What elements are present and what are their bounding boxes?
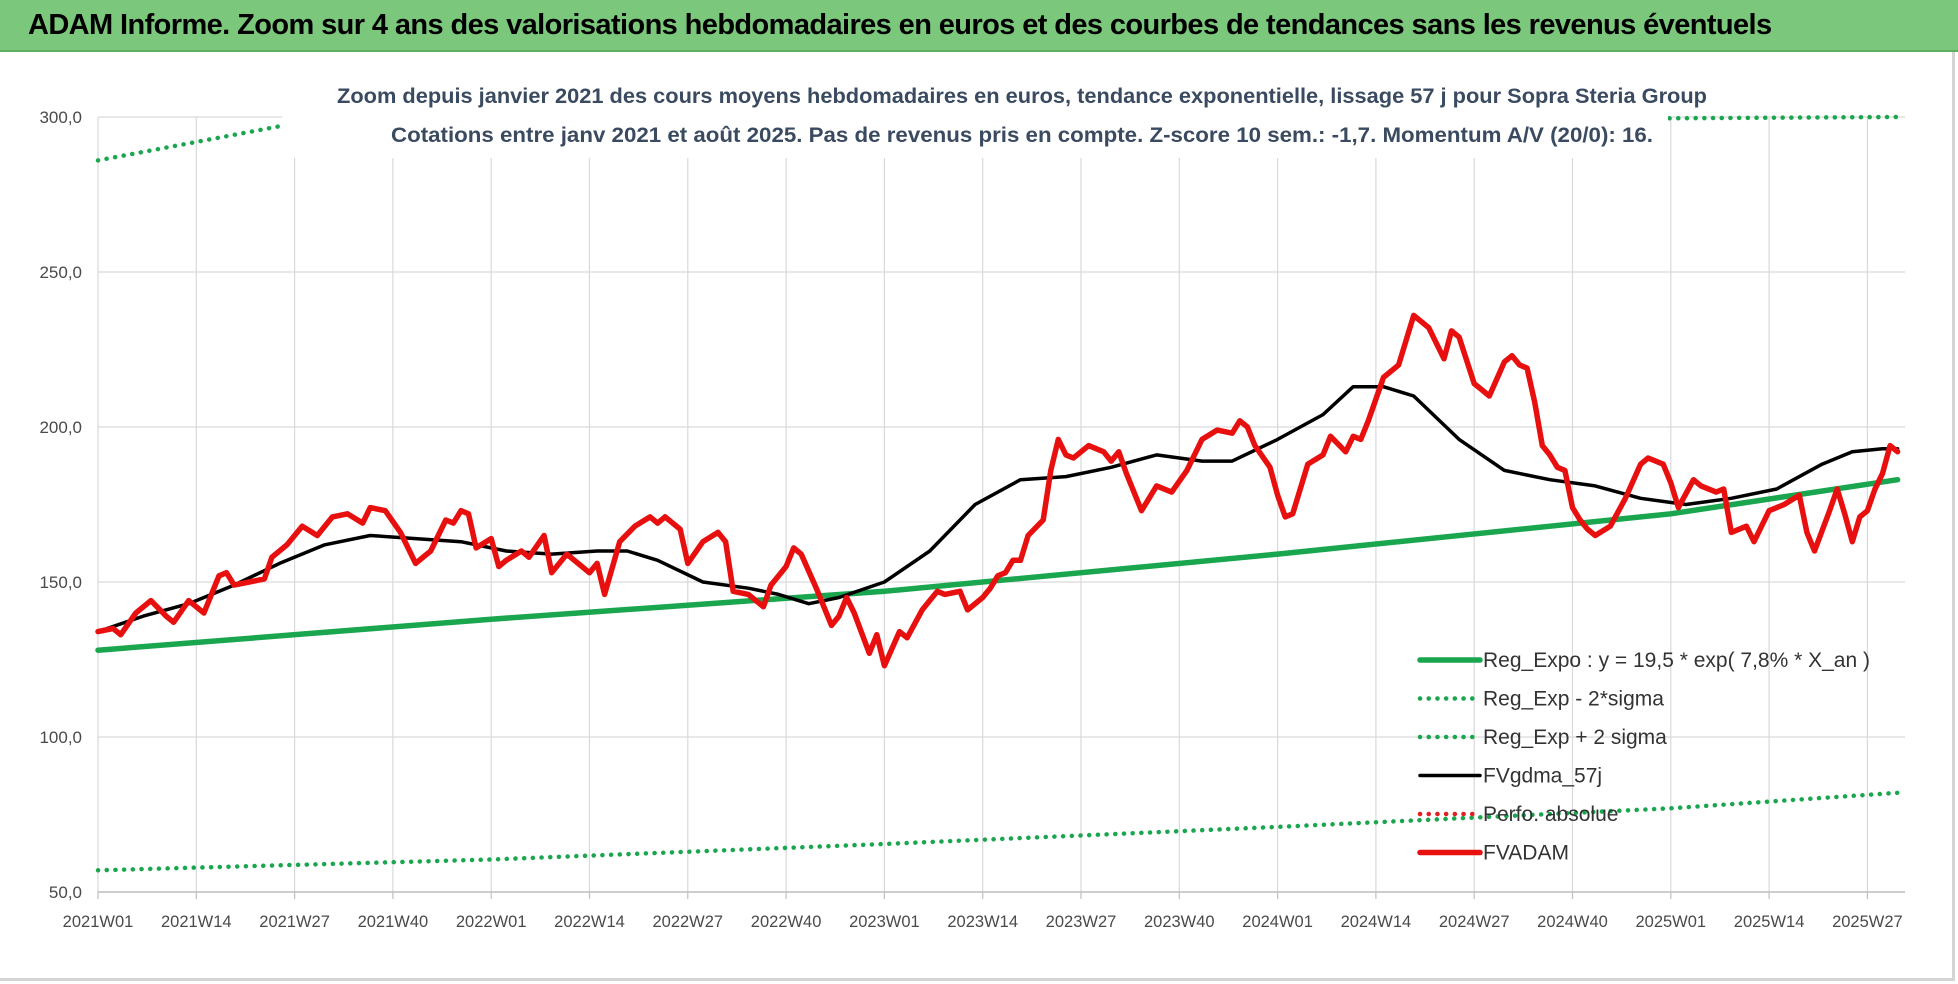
grid	[97, 116, 1905, 893]
x-tick-label: 2021W01	[63, 913, 134, 931]
x-tick-label: 2024W40	[1537, 913, 1608, 931]
x-tick-label: 2021W27	[259, 913, 330, 931]
header-banner: ADAM Informe. Zoom sur 4 ans des valoris…	[0, 0, 1958, 52]
x-tick-label: 2024W01	[1242, 913, 1313, 931]
x-tick-label: 2022W40	[751, 913, 822, 931]
series-line-1	[95, 790, 1900, 873]
chart-title-line1: Zoom depuis janvier 2021 des cours moyen…	[337, 84, 1707, 108]
legend-label: Perfo. absolue	[1483, 803, 1618, 826]
x-tick-label: 2025W27	[1832, 913, 1903, 931]
series-line-0	[95, 476, 1901, 653]
y-tick-label: 150,0	[39, 573, 82, 592]
x-tick-label: 2022W27	[652, 913, 723, 931]
legend-label: Reg_Exp - 2*sigma	[1483, 688, 1664, 711]
legend-label: FVgdma_57j	[1483, 765, 1602, 788]
x-tick-label: 2023W14	[947, 913, 1018, 931]
legend: Reg_Expo : y = 19,5 * exp( 7,8% * X_an )…	[1417, 649, 1870, 865]
y-tick-label: 250,0	[39, 263, 82, 282]
x-tick-label: 2023W27	[1046, 913, 1117, 931]
legend-label: Reg_Expo : y = 19,5 * exp( 7,8% * X_an )	[1483, 649, 1870, 672]
y-axis: 50,0 100,0 150,0 200,0 250,0 300,0	[39, 108, 82, 902]
chart-title-line2: Cotations entre janv 2021 et août 2025. …	[391, 123, 1653, 147]
y-tick-label: 100,0	[39, 728, 82, 747]
y-tick-label: 300,0	[39, 108, 82, 127]
legend-label: FVADAM	[1483, 842, 1569, 865]
x-tick-label: 2024W14	[1341, 913, 1412, 931]
chart-title-background	[282, 76, 1668, 158]
y-tick-label: 50,0	[49, 883, 82, 902]
x-tick-label: 2021W14	[161, 913, 232, 931]
series-line-5	[95, 312, 1901, 669]
series-layer	[95, 114, 1901, 873]
x-tick-label: 2025W01	[1635, 913, 1706, 931]
x-tick-label: 2022W01	[456, 913, 527, 931]
x-axis: 2021W01 2021W14 2021W27 2021W40 2022W01 2022W…	[63, 891, 1905, 931]
x-tick-label: 2022W14	[554, 913, 625, 931]
x-tick-label: 2023W40	[1144, 913, 1215, 931]
legend-label: Reg_Exp + 2 sigma	[1483, 726, 1667, 749]
x-tick-label: 2023W01	[849, 913, 920, 931]
y-tick-label: 200,0	[39, 418, 82, 437]
x-tick-label: 2021W40	[358, 913, 429, 931]
x-tick-label: 2025W14	[1734, 913, 1805, 931]
banner-title: ADAM Informe. Zoom sur 4 ans des valoris…	[28, 9, 1772, 41]
x-tick-label: 2024W27	[1439, 913, 1510, 931]
